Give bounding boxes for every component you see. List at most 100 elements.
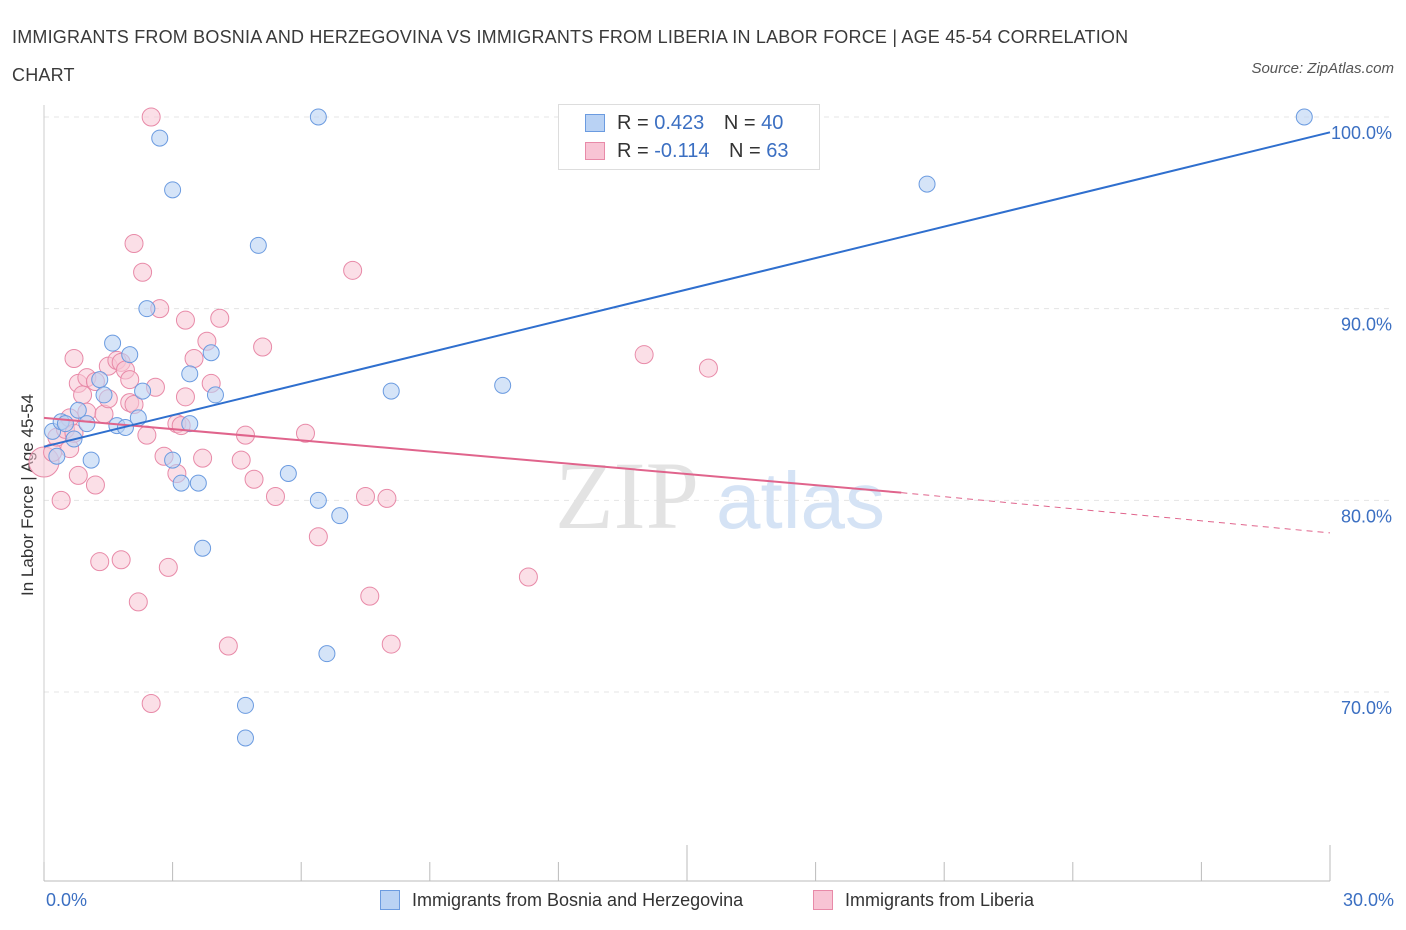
- bosnia-point: [206, 386, 224, 404]
- x-tick-min: 0.0%: [46, 890, 88, 910]
- bosnia-r-value: 0.423: [654, 112, 705, 134]
- liberia-point: [175, 310, 195, 330]
- liberia-point: [184, 349, 204, 368]
- bosnia-point: [189, 474, 207, 492]
- bosnia-point: [91, 371, 109, 389]
- liberia-point: [133, 262, 153, 282]
- liberia-point: [128, 592, 148, 612]
- watermark: ZIP atlas: [555, 442, 885, 549]
- bosnia-point: [309, 491, 327, 509]
- bosnia-point: [78, 415, 96, 433]
- watermark-atlas: atlas: [716, 456, 885, 545]
- liberia-point: [343, 260, 363, 280]
- bosnia-point: [138, 300, 156, 318]
- bosnia-swatch: [585, 114, 605, 132]
- bosnia-point: [151, 129, 169, 147]
- bosnia-point: [164, 181, 182, 199]
- liberia-point: [124, 234, 144, 253]
- liberia-point: [193, 448, 213, 468]
- source-label: Source: ZipAtlas.com: [1251, 60, 1394, 77]
- liberia-point: [175, 387, 195, 407]
- liberia-trend-extension: [901, 492, 1331, 534]
- liberia-point: [295, 423, 315, 443]
- liberia-point: [698, 358, 718, 378]
- bosnia-point: [202, 344, 220, 362]
- liberia-point: [210, 308, 230, 328]
- liberia-point: [73, 385, 93, 405]
- bosnia-point: [82, 451, 100, 469]
- axes: [43, 105, 1331, 882]
- liberia-point: [64, 349, 84, 368]
- legend-row-bosnia: R = 0.423 N = 40: [585, 112, 783, 138]
- liberia-point: [360, 586, 380, 606]
- correlation-legend: R = 0.423 N = 40 R = -0.114 N = 63: [558, 104, 820, 170]
- liberia-point: [377, 488, 397, 508]
- y-tick-labels: 70.0% 80.0% 90.0% 100.0%: [1331, 123, 1392, 718]
- y-tick-label: 90.0%: [1341, 315, 1392, 335]
- legend-item-bosnia: Immigrants from Bosnia and Herzegovina: [380, 890, 743, 914]
- bosnia-point: [236, 729, 254, 747]
- bosnia-point: [194, 539, 212, 557]
- trend-lines: [43, 131, 1331, 534]
- bosnia-point: [918, 175, 936, 193]
- bosnia-point: [172, 474, 190, 492]
- bosnia-point: [181, 365, 199, 383]
- liberia-point: [265, 487, 285, 506]
- liberia-point: [68, 465, 88, 485]
- r-label: R =: [617, 140, 649, 162]
- bosnia-point: [249, 236, 267, 254]
- liberia-point: [85, 475, 105, 495]
- liberia-point: [308, 527, 328, 547]
- liberia-point: [381, 634, 401, 654]
- bosnia-point: [382, 382, 400, 400]
- bosnia-point: [494, 376, 512, 394]
- liberia-point: [356, 487, 375, 506]
- bosnia-point: [318, 645, 336, 663]
- bosnia-point: [164, 451, 182, 469]
- liberia-points: [28, 107, 718, 713]
- legend-item-liberia: Immigrants from Liberia: [813, 890, 1034, 914]
- grid-lines: [44, 116, 1392, 693]
- y-tick-label: 70.0%: [1341, 698, 1392, 718]
- bosnia-point: [134, 382, 152, 400]
- liberia-point: [141, 694, 161, 713]
- liberia-trend-line: [43, 416, 902, 494]
- bosnia-point: [121, 346, 139, 364]
- liberia-legend-label: Immigrants from Liberia: [845, 890, 1035, 910]
- bosnia-point: [279, 465, 297, 482]
- n-label: N =: [729, 140, 761, 162]
- liberia-legend-swatch: [813, 890, 833, 910]
- liberia-n-value: 63: [766, 140, 789, 162]
- y-tick-label: 80.0%: [1341, 506, 1392, 526]
- legend-row-liberia: R = -0.114 N = 63: [585, 140, 789, 166]
- x-tick-max: 30.0%: [1342, 890, 1394, 910]
- bosnia-legend-label: Immigrants from Bosnia and Herzegovina: [412, 890, 744, 910]
- liberia-point: [90, 552, 110, 572]
- bosnia-point: [48, 447, 66, 465]
- watermark-zip: ZIP: [555, 442, 699, 549]
- liberia-point: [120, 370, 140, 390]
- liberia-point: [253, 337, 273, 357]
- bosnia-point: [331, 507, 349, 525]
- liberia-point: [244, 469, 264, 489]
- liberia-point: [158, 557, 178, 577]
- liberia-swatch: [585, 142, 605, 160]
- bosnia-point: [181, 415, 199, 433]
- bosnia-point: [1295, 108, 1313, 126]
- liberia-point: [111, 550, 131, 570]
- bosnia-trend-line: [43, 131, 1331, 448]
- bosnia-point: [69, 401, 87, 419]
- bosnia-point: [95, 386, 113, 404]
- liberia-point: [231, 450, 251, 470]
- y-tick-label: 100.0%: [1331, 123, 1392, 143]
- bosnia-point: [236, 696, 254, 714]
- chart-title: IMMIGRANTS FROM BOSNIA AND HERZEGOVINA V…: [12, 27, 1129, 85]
- bosnia-point: [309, 108, 327, 126]
- r-label: R =: [617, 112, 649, 134]
- liberia-point: [51, 490, 71, 510]
- liberia-point: [218, 636, 238, 656]
- liberia-point: [141, 107, 161, 127]
- n-label: N =: [723, 112, 756, 134]
- liberia-r-value: -0.114: [654, 140, 710, 162]
